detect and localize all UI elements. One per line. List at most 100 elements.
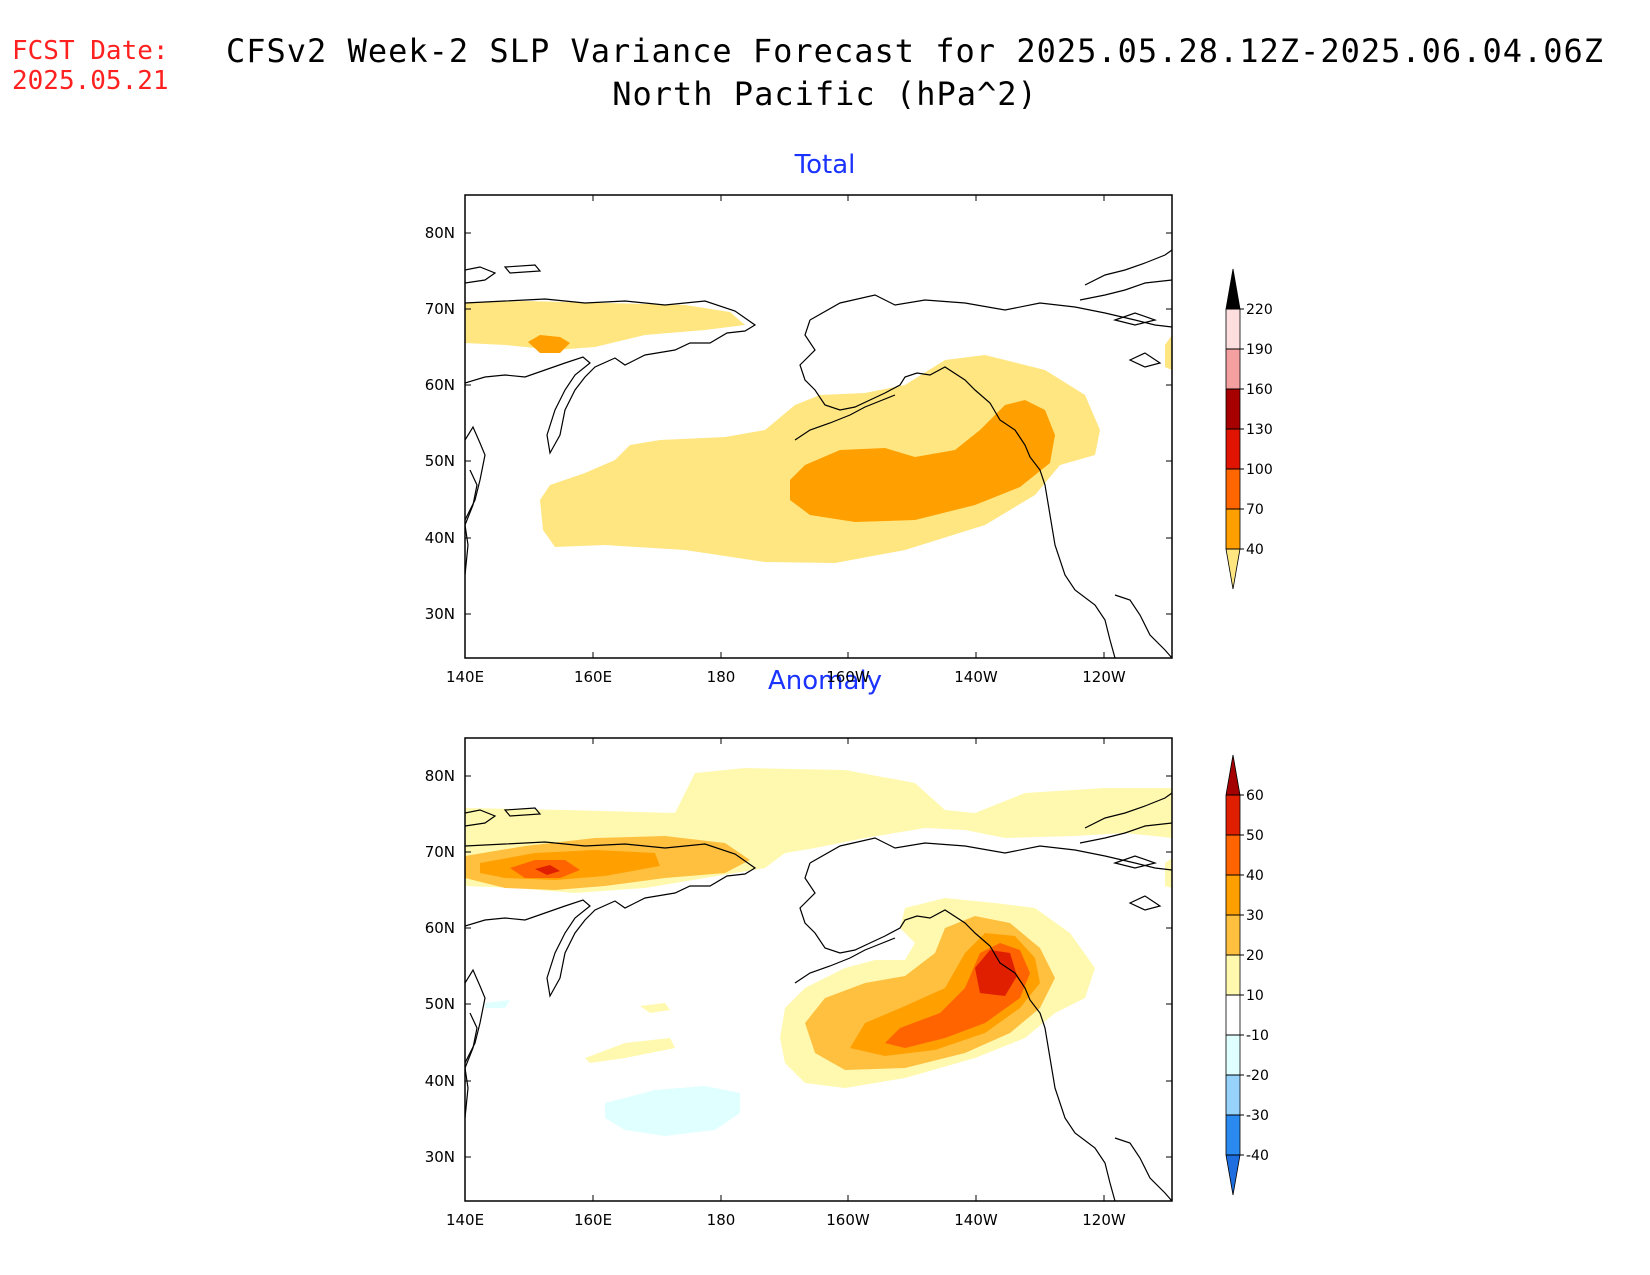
colorbar-label: -10	[1246, 1028, 1269, 1044]
colorbar-extend-low	[1225, 1154, 1241, 1196]
colorbar-label: 30	[1246, 908, 1264, 924]
colorbar-extend-low	[1225, 548, 1241, 590]
contour-fill-40	[465, 301, 745, 350]
colorbar-band	[1226, 509, 1240, 549]
contour-fill-10	[1165, 858, 1172, 888]
y-tick-label: 60N	[425, 376, 455, 394]
colorbar-label: 100	[1246, 462, 1273, 478]
colorbar-label: 10	[1246, 988, 1264, 1004]
colorbar-label: 40	[1246, 542, 1264, 558]
colorbar-band	[1226, 875, 1240, 915]
colorbar-band	[1226, 835, 1240, 875]
colorbar-anomaly: -40 -30 -20 -10 10 20 30 40 50 60	[1225, 754, 1269, 1196]
y-tick-label: 30N	[425, 605, 455, 623]
y-tick-label: 70N	[425, 843, 455, 861]
contour-fill-50	[535, 865, 560, 875]
figure-title-line2: North Pacific (hPa^2)	[612, 75, 1038, 113]
colorbar-band	[1226, 1075, 1240, 1115]
x-tick-label: 160W	[826, 668, 870, 686]
y-tick-label: 80N	[425, 767, 455, 785]
coastline-siberia-islands	[465, 266, 497, 284]
y-tick-label: 40N	[425, 529, 455, 547]
coastline-canadian-arctic	[1079, 792, 1172, 911]
contour-fill-neg10	[605, 1086, 740, 1136]
coastline-russia-far-east	[465, 841, 757, 998]
contour-fill-40	[1165, 335, 1172, 370]
coastline-siberia-islands	[503, 807, 542, 817]
x-tick-label: 160E	[574, 668, 612, 686]
coastline-alaska-north	[809, 294, 1172, 328]
axis-ticks: 140E 160E 180 160W 140W 120W 80N 70N 60N 50N 40N 30…	[425, 195, 1172, 686]
coastline-alaska-west-coast	[799, 319, 1116, 658]
x-tick-label: 180	[707, 1211, 736, 1229]
contour-fill-neg10	[485, 1000, 510, 1008]
x-tick-label: 160W	[826, 1211, 870, 1229]
axis-ticks: 140E 160E 180 160W 140W 120W 80N 70N 60N 50N 40N 30…	[425, 738, 1172, 1229]
x-tick-label: 120W	[1082, 1211, 1126, 1229]
x-tick-label: 120W	[1082, 668, 1126, 686]
colorbar-band	[1226, 429, 1240, 469]
forecast-date-caption: FCST Date:	[12, 36, 169, 66]
shaded-field-total	[465, 301, 1172, 563]
coastline-siberia-islands	[503, 264, 542, 274]
panel-title-total: Total	[794, 150, 856, 180]
map-frame	[464, 737, 1173, 1202]
colorbar-extend-high	[1225, 754, 1241, 796]
colorbar-label: 130	[1246, 422, 1273, 438]
colorbar-band	[1226, 915, 1240, 955]
colorbar-band	[1226, 995, 1240, 1035]
contour-fill-70	[790, 400, 1055, 522]
y-tick-label: 30N	[425, 1148, 455, 1166]
colorbar-label: 40	[1246, 868, 1264, 884]
colorbar-band	[1226, 469, 1240, 509]
x-tick-label: 140E	[446, 668, 484, 686]
contour-fill-70	[528, 335, 570, 353]
coastlines	[465, 249, 1172, 658]
coastline-sakhalin-japan	[465, 425, 486, 521]
colorbar-label: 50	[1246, 828, 1264, 844]
figure-title: CFSv2 Week-2 SLP Variance Forecast for 2…	[0, 30, 1650, 116]
map-frame	[464, 194, 1173, 659]
colorbar-total: 40 70 100 130 160 190 220	[1225, 268, 1273, 590]
colorbar-extend-high	[1225, 268, 1241, 310]
x-tick-label: 160E	[574, 1211, 612, 1229]
coastline-russia-far-east	[465, 298, 757, 455]
x-tick-label: 180	[707, 668, 736, 686]
coastlines	[465, 792, 1172, 1201]
coastline-siberia-islands	[465, 809, 497, 827]
coastline-sakhalin-japan	[465, 968, 486, 1064]
contour-fill-10	[640, 1003, 670, 1013]
coastline-baja	[1114, 594, 1172, 658]
colorbar-label: 70	[1246, 502, 1264, 518]
map-panel-anomaly: 140E 160E 180 160W 140W 120W 80N 70N 60N 50N 40N 30…	[425, 737, 1173, 1229]
y-tick-label: 40N	[425, 1072, 455, 1090]
colorbar-label: -30	[1246, 1108, 1269, 1124]
colorbar-band	[1226, 349, 1240, 389]
coastline-aleutians	[794, 394, 896, 441]
y-tick-label: 60N	[425, 919, 455, 937]
contour-fill-10	[585, 1038, 675, 1063]
colorbar-label: 60	[1246, 788, 1264, 804]
y-tick-label: 50N	[425, 995, 455, 1013]
colorbar-band	[1226, 795, 1240, 835]
x-tick-label: 140W	[954, 1211, 998, 1229]
colorbar-label: 190	[1246, 342, 1273, 358]
colorbar-band	[1226, 309, 1240, 349]
forecast-date-value: 2025.05.21	[12, 66, 169, 96]
colorbar-label: 160	[1246, 382, 1273, 398]
y-tick-label: 70N	[425, 300, 455, 318]
shaded-field-anomaly	[465, 768, 1172, 1136]
map-panel-total: 140E 160E 180 160W 140W 120W 80N 70N 60N 50N 40N 30…	[425, 194, 1173, 686]
coastline-alaska-north	[809, 837, 1172, 871]
coastline-baja	[1114, 1137, 1172, 1201]
y-tick-label: 80N	[425, 224, 455, 242]
coastline-canadian-arctic	[1079, 249, 1172, 368]
y-tick-label: 50N	[425, 452, 455, 470]
colorbar-label: 220	[1246, 302, 1273, 318]
colorbar-label: -40	[1246, 1148, 1269, 1164]
x-tick-label: 140W	[954, 668, 998, 686]
colorbar-band	[1226, 1115, 1240, 1155]
colorbar-label: -20	[1246, 1068, 1269, 1084]
panel-title-anomaly: Anomaly	[767, 666, 883, 696]
